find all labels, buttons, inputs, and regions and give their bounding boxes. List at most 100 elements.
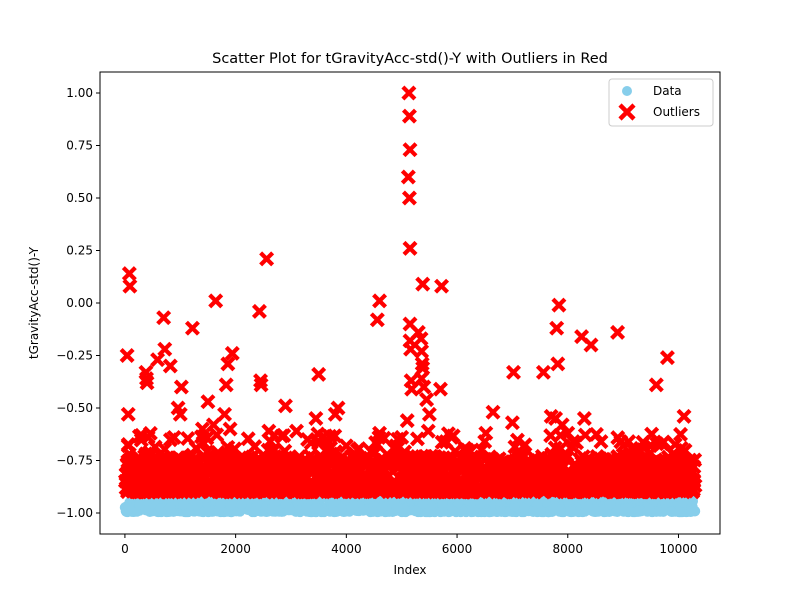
outlier-point [198,461,214,477]
data-point [140,505,152,516]
outlier-point [342,458,358,474]
outlier-point [664,483,680,499]
data-point [393,501,404,513]
outlier-point [200,394,216,410]
outlier-point [179,459,195,475]
outlier-point [342,483,358,499]
x-tick-label: 2000 [220,542,251,556]
outlier-point [162,432,178,448]
data-point [604,499,616,510]
outlier-point [222,421,238,437]
outlier-point [632,442,648,458]
outlier-point [540,450,556,466]
outlier-point [419,392,435,408]
y-tick-label: 0.00 [66,296,93,310]
outlier-point [134,427,150,443]
outlier-point [551,297,567,313]
outlier-point [409,483,425,499]
outlier-point [180,430,196,446]
y-tick-label: −0.50 [56,401,93,415]
outlier-point [664,459,680,475]
outlier-point [194,421,210,437]
outlier-point [261,483,277,498]
legend-data-marker [622,86,632,96]
outlier-point [119,348,135,363]
outlier-point [236,463,252,479]
outlier-point [313,452,329,468]
outlier-point [432,381,448,397]
outlier-point [654,436,670,452]
outlier-point [218,377,234,393]
outlier-point [415,276,431,292]
outlier-point [587,453,603,469]
outlier-point [161,484,177,500]
data-point [468,504,479,516]
outlier-point [611,455,627,471]
outlier-point [372,425,388,441]
data-point [327,496,338,508]
outlier-point [349,442,365,458]
outlier-point [150,352,166,368]
data-point [563,496,574,508]
outlier-point [225,484,241,500]
data-point [284,504,295,516]
outlier-point [441,457,457,473]
outlier-point [155,451,171,467]
outlier-point [517,437,533,453]
data-point [509,501,520,512]
data-point [437,499,448,510]
y-tick-label: 0.25 [66,244,93,258]
outlier-point [184,320,200,336]
legend-data-label: Data [653,84,682,98]
outlier-point [682,453,698,468]
outlier-point [162,358,178,374]
outlier-point [227,441,243,457]
outlier-point [593,434,609,450]
outlier-point [627,473,643,489]
y-tick-label: 0.50 [66,191,93,205]
outlier-point [453,480,469,496]
data-point [336,503,347,515]
outlier-point [485,404,501,420]
outlier-point [434,434,450,450]
data-point [474,498,486,509]
x-tick-label: 0 [121,542,129,556]
data-point [447,505,458,517]
outlier-point [401,85,417,101]
outlier-point [550,356,566,372]
outlier-point [220,356,236,372]
x-axis-title: Index [393,563,426,577]
outlier-point [551,481,567,497]
outlier-point [608,482,624,498]
outlier-point [399,413,415,429]
outlier-point [277,453,293,469]
outlier-point [168,458,184,474]
data-point [486,506,497,517]
outlier-point [259,251,275,267]
outlier-point [371,430,387,446]
data-point [528,506,539,517]
outlier-point [139,371,154,387]
outlier-point [503,483,519,499]
plot-area [117,85,703,518]
x-tick-label: 10000 [659,542,697,556]
outlier-point [402,142,418,158]
data-point [666,506,677,517]
x-tick-label: 4000 [331,542,362,556]
y-tick-label: 0.75 [66,139,93,153]
outlier-point [179,479,195,495]
data-point [165,502,176,513]
outlier-point [241,450,257,466]
outlier-point [420,456,436,472]
outlier-point [434,278,450,294]
outlier-point [659,350,675,366]
data-point [215,496,226,507]
outlier-point [363,443,379,459]
outlier-point [447,466,463,482]
outlier-point [483,481,499,497]
outlier-point [376,480,392,496]
outlier-point [665,446,681,462]
outlier-point [427,475,443,491]
legend-box [608,78,714,127]
